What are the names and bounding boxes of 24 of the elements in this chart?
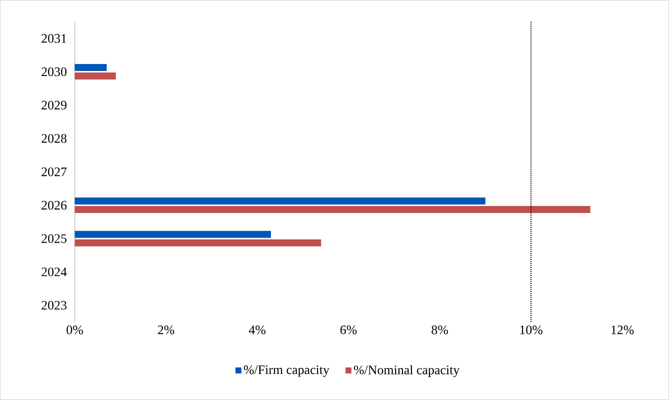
- bar: [74, 64, 107, 72]
- y-tick-label: 2031: [42, 34, 66, 43]
- bar: [74, 206, 590, 214]
- x-tick-label: 10%: [520, 326, 542, 334]
- y-tick-label: 2027: [42, 168, 67, 176]
- bar: [74, 230, 271, 238]
- x-tick-label: 8%: [432, 326, 448, 334]
- x-tick-label: 12%: [612, 326, 634, 334]
- y-tick-label: 2023: [42, 301, 66, 310]
- bar: [74, 72, 116, 80]
- legend-label: %/Firm capacity: [244, 366, 330, 377]
- bar: [74, 198, 486, 205]
- y-tick-label: 2026: [42, 200, 67, 210]
- y-tick-label: 2028: [42, 134, 66, 143]
- legend-label: %/Nominal capacity: [354, 365, 460, 378]
- y-tick-label: 2030: [42, 68, 66, 76]
- x-tick-label: 2%: [158, 326, 174, 334]
- x-tick-label: 4%: [248, 326, 266, 334]
- y-tick-label: 2029: [42, 100, 66, 110]
- y-tick-label: 2024: [42, 268, 67, 276]
- x-tick-label: 6%: [340, 326, 357, 334]
- x-tick-label: 0%: [66, 326, 83, 334]
- bar: [74, 239, 322, 246]
- y-tick-label: 2025: [42, 234, 66, 244]
